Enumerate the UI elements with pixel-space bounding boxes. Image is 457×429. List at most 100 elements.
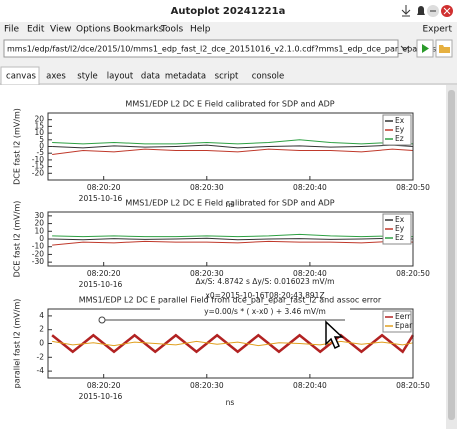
data-line (52, 340, 414, 347)
y-tick-label: -20 (32, 168, 44, 177)
menu-item[interactable]: File (4, 25, 20, 35)
minimize-button[interactable] (427, 5, 439, 17)
y-tick-label: 0 (39, 142, 44, 151)
x-tick-label: 08:20:50 (396, 381, 430, 390)
x-tick-label: 08:20:50 (396, 269, 430, 278)
x-tick-label: 08:20:40 (293, 269, 327, 278)
annotation: y=0.00/s * ( x-x0 ) + 3.46 mV/m (204, 307, 326, 316)
menu-item[interactable]: Bookmarks (113, 25, 164, 35)
x-date-label: 2015-10-16 (79, 392, 123, 401)
annotation: Δx/S: 4.8742 s Δy/S: 0.016023 mV/m (196, 277, 335, 286)
tab[interactable]: canvas (6, 72, 37, 82)
x-axis-label: ns (226, 200, 235, 209)
annotation: x0=2015-10-16T08:20:43.891Z (205, 291, 324, 300)
canvas (0, 85, 446, 429)
plot-title: MMS1/EDP L2 DC E parallel Field from dce… (79, 296, 382, 305)
x-tick-label: 08:20:50 (396, 183, 430, 192)
data-line (52, 139, 414, 145)
x-date-label: 2015-10-16 (79, 194, 123, 203)
annotation-box (190, 276, 340, 288)
scroll-thumb[interactable] (448, 90, 455, 420)
y-tick-label: -30 (32, 257, 44, 266)
annotation-box (180, 290, 330, 302)
tab[interactable]: data (141, 72, 160, 82)
menu-bar (0, 22, 457, 36)
x-tick-label: 08:20:40 (293, 381, 327, 390)
x-tick-label: 08:20:30 (190, 381, 224, 390)
menu-item[interactable]: Options (76, 25, 111, 35)
window-title: Autoplot 20241221a (171, 6, 286, 17)
plot-title: MMS1/EDP L2 DC E Field calibrated for SD… (125, 199, 334, 208)
plot-frame (47, 211, 414, 267)
legend-label: Ez (395, 134, 404, 143)
x-tick-label: 08:20:20 (87, 269, 121, 278)
legend-label: Ey (395, 125, 405, 134)
y-tick-label: 10 (34, 128, 44, 137)
play-button[interactable] (416, 39, 434, 58)
title-bar (0, 0, 457, 22)
y-tick-label: -2 (37, 352, 45, 361)
data-line (51, 333, 415, 354)
close-button[interactable] (441, 5, 453, 17)
y-tick-label: 4 (39, 311, 44, 320)
data-line (52, 144, 414, 149)
url-dropdown[interactable] (400, 45, 410, 51)
tab[interactable]: script (215, 72, 239, 82)
y-tick-label: -4 (37, 366, 45, 375)
menu-item[interactable]: Help (190, 25, 211, 35)
data-line (52, 240, 414, 246)
y-tick-label: 20 (34, 219, 44, 228)
x-tick-label: 08:20:30 (190, 269, 224, 278)
tab[interactable]: console (252, 72, 284, 82)
legend-label: Ey (395, 224, 405, 233)
legend-label: Ex (395, 215, 405, 224)
y-tick-label: 30 (34, 211, 44, 220)
download-icon[interactable] (401, 5, 411, 17)
plot-frame (47, 112, 414, 181)
tab[interactable]: axes (46, 72, 66, 82)
x-tick-label: 08:20:30 (190, 183, 224, 192)
annotation-box (160, 306, 350, 318)
y-tick-label: 10 (34, 226, 44, 235)
browse-button[interactable] (435, 39, 453, 58)
x-axis-label: ns (226, 398, 235, 407)
menu-item[interactable]: Tools (160, 25, 183, 35)
legend-label: Epar (395, 321, 413, 330)
x-tick-label: 08:20:20 (87, 381, 121, 390)
expert-menu[interactable]: Expert (423, 25, 453, 35)
data-line (52, 148, 414, 156)
x-date-label: 2015-10-16 (79, 280, 123, 289)
url-text: mms1/edp/fast/l2/dce/2015/10/mms1_edp_fa… (7, 45, 451, 54)
y-axis-label: parallel fast l2 (mV/m) (13, 299, 22, 389)
url-field[interactable] (3, 39, 399, 58)
y-tick-label: -5 (37, 148, 45, 157)
plot-title: MMS1/EDP L2 DC E Field calibrated for SD… (125, 100, 334, 109)
menu-item[interactable]: View (50, 25, 71, 35)
data-line (52, 233, 414, 238)
y-tick-label: -10 (32, 242, 44, 251)
y-tick-label: -10 (32, 155, 44, 164)
y-tick-label: 15 (34, 121, 44, 130)
y-tick-label: 0 (39, 234, 44, 243)
tab[interactable]: style (77, 72, 97, 82)
y-tick-label: -15 (32, 162, 44, 171)
tab[interactable]: layout (107, 72, 134, 82)
y-axis-label: DCE fast l2 (mV/m) (13, 108, 22, 185)
legend-label: Ex (395, 116, 405, 125)
legend-label: Ez (395, 233, 404, 242)
x-tick-label: 08:20:20 (87, 183, 121, 192)
y-tick-label: -20 (32, 249, 44, 258)
x-tick-label: 08:20:40 (293, 183, 327, 192)
y-axis-label: DCE fast l2 (mV/m) (13, 201, 22, 278)
tab[interactable]: metadata (165, 72, 206, 82)
notify-icon[interactable] (417, 6, 425, 15)
y-tick-label: 0 (39, 339, 44, 348)
y-tick-label: 2 (39, 325, 44, 334)
crosshair-anchor (98, 316, 106, 324)
y-tick-label: 5 (39, 135, 44, 144)
legend-label: Eerr (395, 312, 411, 321)
mouse-cursor (325, 320, 344, 350)
menu-item[interactable]: Edit (27, 25, 45, 35)
